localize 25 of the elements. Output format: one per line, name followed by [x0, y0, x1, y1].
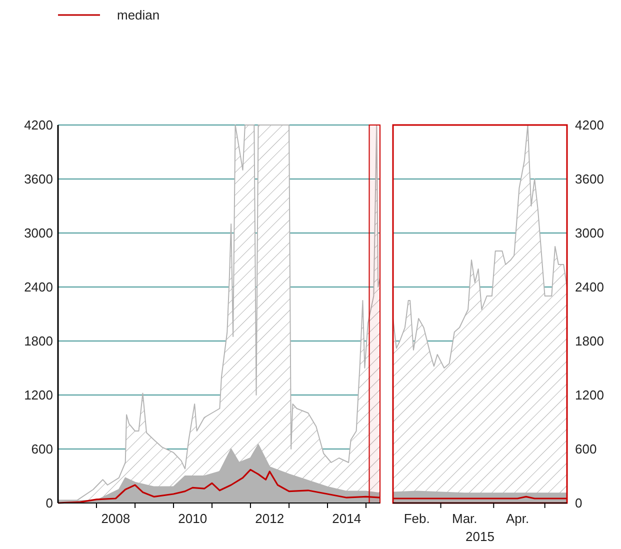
- y-tick-label: 0: [46, 496, 53, 511]
- y-tick-label: 2400: [575, 280, 604, 295]
- x-tick-label: Apr.: [506, 511, 530, 526]
- x-tick-label: 2014: [332, 511, 362, 526]
- y-tick-label: 1200: [24, 388, 53, 403]
- y-tick-label: 4200: [575, 118, 604, 133]
- x-tick-label: Feb.: [404, 511, 430, 526]
- y-tick-label: 1800: [575, 334, 604, 349]
- y-tick-label: 600: [31, 442, 53, 457]
- x-tick-label: 2012: [255, 511, 284, 526]
- y-tick-label: 1200: [575, 388, 604, 403]
- y-tick-label: 600: [575, 442, 597, 457]
- x-tick-label: 2008: [101, 511, 130, 526]
- y-tick-label: 1800: [24, 334, 53, 349]
- y-tick-label: 3600: [24, 172, 53, 187]
- y-tick-label: 2400: [24, 280, 53, 295]
- y-tick-label: 3000: [24, 226, 53, 241]
- x-axis-title: 2015: [466, 529, 494, 544]
- x-tick-label: Mar.: [452, 511, 478, 526]
- x-tick-label: 2010: [178, 511, 208, 526]
- y-tick-label: 3000: [575, 226, 604, 241]
- y-tick-label: 3600: [575, 172, 604, 187]
- legend-label: median: [117, 8, 160, 23]
- y-tick-label: 0: [575, 496, 582, 511]
- y-tick-label: 4200: [24, 118, 53, 133]
